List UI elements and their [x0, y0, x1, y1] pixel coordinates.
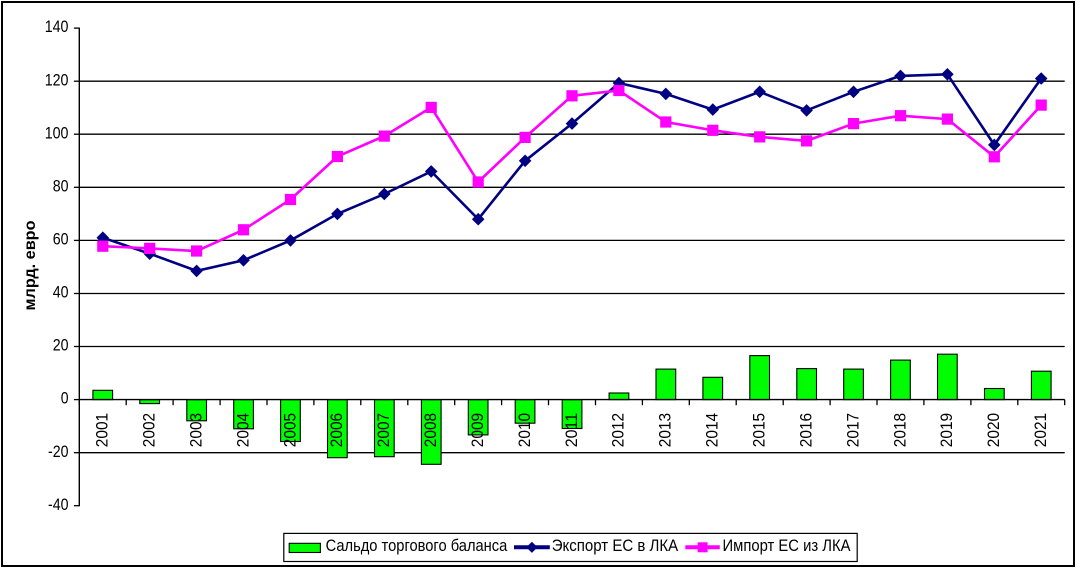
svg-text:Импорт ЕС из ЛКА: Импорт ЕС из ЛКА — [723, 537, 851, 555]
svg-text:60: 60 — [53, 231, 69, 249]
svg-text:-40: -40 — [48, 496, 69, 514]
svg-text:120: 120 — [45, 71, 69, 89]
svg-text:2005: 2005 — [281, 413, 299, 447]
svg-text:2021: 2021 — [1032, 413, 1050, 447]
svg-text:Экспорт ЕС в ЛКА: Экспорт ЕС в ЛКА — [552, 537, 679, 555]
svg-text:2010: 2010 — [516, 413, 534, 447]
svg-text:2008: 2008 — [422, 413, 440, 447]
svg-text:2016: 2016 — [797, 413, 815, 447]
svg-text:20: 20 — [53, 337, 69, 355]
svg-text:0: 0 — [61, 390, 69, 408]
svg-text:2002: 2002 — [141, 413, 159, 447]
svg-text:80: 80 — [53, 177, 69, 195]
svg-text:2011: 2011 — [563, 413, 581, 447]
svg-text:2018: 2018 — [891, 413, 909, 447]
svg-text:2012: 2012 — [610, 413, 628, 447]
svg-text:2004: 2004 — [234, 413, 252, 447]
svg-text:2017: 2017 — [844, 413, 862, 447]
svg-text:-20: -20 — [48, 443, 69, 461]
svg-text:2013: 2013 — [657, 413, 675, 447]
svg-text:40: 40 — [53, 284, 69, 302]
svg-text:Сальдо торгового баланса: Сальдо торгового баланса — [326, 537, 508, 555]
svg-text:2019: 2019 — [938, 413, 956, 447]
svg-text:2001: 2001 — [94, 413, 112, 447]
svg-text:2003: 2003 — [187, 413, 205, 447]
svg-text:млрд. евро: млрд. евро — [22, 220, 39, 310]
svg-text:140: 140 — [45, 18, 69, 36]
svg-text:2020: 2020 — [985, 413, 1003, 447]
svg-text:2006: 2006 — [328, 413, 346, 447]
svg-text:2007: 2007 — [375, 413, 393, 447]
svg-text:2015: 2015 — [751, 413, 769, 447]
svg-text:100: 100 — [45, 124, 69, 142]
svg-text:2014: 2014 — [704, 413, 722, 447]
svg-text:2009: 2009 — [469, 413, 487, 447]
